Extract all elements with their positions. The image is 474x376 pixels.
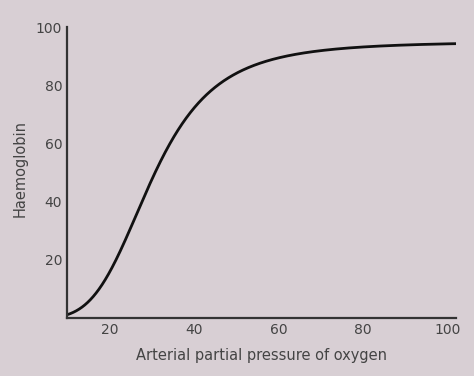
- Y-axis label: Haemoglobin: Haemoglobin: [12, 120, 27, 217]
- X-axis label: Arterial partial pressure of oxygen: Arterial partial pressure of oxygen: [136, 348, 387, 363]
